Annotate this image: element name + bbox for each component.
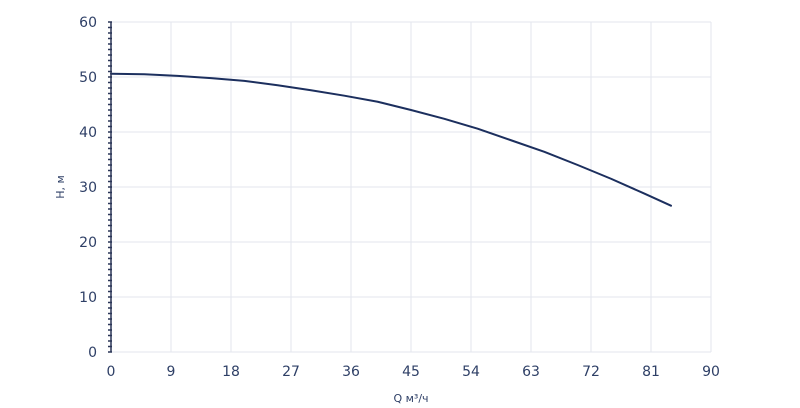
series	[110, 72, 672, 207]
x-tick-label: 0	[107, 364, 116, 380]
x-tick-label: 90	[702, 364, 720, 380]
y-tick-label: 10	[79, 290, 97, 306]
x-tick-label: 18	[222, 364, 240, 380]
series-line	[110, 72, 672, 207]
x-tick-label: 36	[342, 364, 360, 380]
axes	[108, 21, 711, 353]
tick-labels: 0 9 18 27 36 45 54 63 72 81 90 0 10 20 30 40 50 60	[79, 15, 720, 380]
x-tick-label: 9	[167, 364, 176, 380]
y-tick-label: 20	[79, 235, 97, 251]
y-axis-title: H, м	[54, 175, 67, 199]
y-tick-label: 30	[79, 180, 97, 196]
x-tick-label: 81	[642, 364, 660, 380]
grid	[111, 21, 712, 352]
x-tick-label: 72	[582, 364, 600, 380]
y-tick-label: 60	[79, 15, 97, 31]
y-tick-label: 40	[79, 125, 97, 141]
x-tick-label: 54	[462, 364, 480, 380]
y-tick-label: 0	[88, 345, 97, 361]
x-tick-label: 63	[522, 364, 540, 380]
x-axis-title: Q м³/ч	[393, 392, 428, 405]
x-tick-label: 27	[282, 364, 300, 380]
y-tick-label: 50	[79, 70, 97, 86]
x-tick-label: 45	[402, 364, 420, 380]
